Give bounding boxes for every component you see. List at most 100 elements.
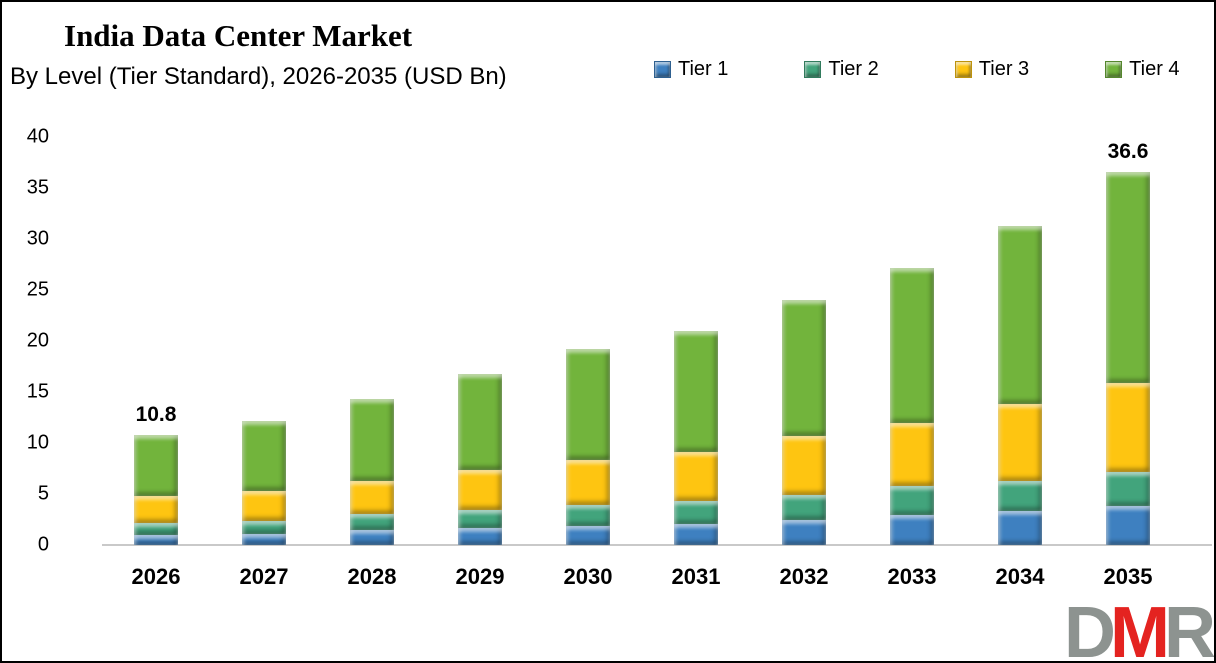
stacked-bar-2033 xyxy=(890,267,934,545)
bar-segment-tier-2 xyxy=(566,505,610,526)
bar-segment-tier-3 xyxy=(890,422,934,486)
bar-total-label-2035: 36.6 xyxy=(1107,139,1149,163)
x-axis-label-2028: 2028 xyxy=(347,564,397,589)
stacked-bar-2030 xyxy=(566,349,610,545)
bar-segment-tier-1 xyxy=(566,525,610,545)
x-axis-label-2035: 2035 xyxy=(1103,564,1153,589)
legend-item-tier-2: Tier 2 xyxy=(804,58,879,81)
y-axis-tick-label: 30 xyxy=(26,227,49,250)
y-axis-tick-label: 5 xyxy=(37,482,49,505)
bar-column-2026: 10.8 xyxy=(102,137,210,545)
bar-column-2030 xyxy=(534,137,642,545)
bar-segment-tier-3 xyxy=(998,404,1042,481)
x-axis-label-2031: 2031 xyxy=(671,564,721,589)
legend-label: Tier 1 xyxy=(678,58,729,80)
y-axis-tick-label: 20 xyxy=(26,329,49,352)
bar-segment-tier-4 xyxy=(350,399,394,481)
bar-segment-tier-3 xyxy=(350,480,394,515)
bar-segment-tier-3 xyxy=(674,452,718,502)
x-axis-label-2027: 2027 xyxy=(239,564,289,589)
bar-segment-tier-1 xyxy=(674,523,718,545)
bar-segment-tier-2 xyxy=(674,501,718,524)
bar-segment-tier-4 xyxy=(782,300,826,436)
bar-segment-tier-1 xyxy=(134,534,178,545)
x-axis-label-2034: 2034 xyxy=(995,564,1045,589)
stacked-bar-2032 xyxy=(782,300,826,545)
bar-segment-tier-3 xyxy=(458,469,502,511)
bar-segment-tier-4 xyxy=(458,373,502,470)
bar-column-2032 xyxy=(750,137,858,545)
bar-segment-tier-2 xyxy=(782,495,826,520)
legend-item-tier-4: Tier 4 xyxy=(1105,58,1180,81)
bar-segment-tier-1 xyxy=(350,529,394,545)
legend-swatch-icon xyxy=(954,61,972,78)
y-axis-tick-label: 10 xyxy=(26,431,49,454)
y-axis-tick-label: 0 xyxy=(37,533,49,556)
bar-segment-tier-4 xyxy=(998,225,1042,405)
bar-segment-tier-2 xyxy=(134,522,178,535)
bar-segment-tier-3 xyxy=(242,490,286,521)
legend-item-tier-1: Tier 1 xyxy=(654,58,728,81)
dmr-logo: DMR xyxy=(1064,597,1214,661)
bar-segment-tier-2 xyxy=(242,520,286,534)
bar-segment-tier-3 xyxy=(134,496,178,523)
x-axis-line xyxy=(102,544,1212,546)
bar-segment-tier-3 xyxy=(566,460,610,506)
bar-segment-tier-1 xyxy=(998,511,1042,545)
stacked-bar-2031 xyxy=(674,330,718,545)
legend-swatch-icon xyxy=(654,61,671,78)
x-axis-label-2029: 2029 xyxy=(455,564,505,589)
bar-segment-tier-4 xyxy=(674,330,718,453)
stacked-bar-2034 xyxy=(998,225,1042,545)
bar-segment-tier-4 xyxy=(890,267,934,423)
page-title: India Data Center Market xyxy=(64,18,413,53)
legend-label: Tier 3 xyxy=(978,58,1030,80)
stacked-bar-2029 xyxy=(458,373,502,545)
bar-segment-tier-1 xyxy=(890,515,934,545)
stacked-bar-2035 xyxy=(1106,171,1150,545)
dmr-logo-letter-d: D xyxy=(1064,593,1116,663)
y-axis-tick-label: 25 xyxy=(26,278,49,301)
bar-total-label-2026: 10.8 xyxy=(135,402,177,426)
bar-segment-tier-3 xyxy=(1106,382,1150,472)
bar-column-2029 xyxy=(426,137,534,545)
bar-segment-tier-4 xyxy=(134,434,178,497)
x-axis-label-2032: 2032 xyxy=(779,564,829,589)
bar-segment-tier-2 xyxy=(890,485,934,516)
legend-swatch-icon xyxy=(804,61,822,78)
bar-segment-tier-1 xyxy=(242,533,286,545)
chart-subtitle: By Level (Tier Standard), 2026-2035 (USD… xyxy=(10,63,507,90)
x-axis-label-2030: 2030 xyxy=(563,564,613,589)
x-axis-label-2026: 2026 xyxy=(131,564,181,589)
bar-segment-tier-1 xyxy=(458,527,502,545)
legend-label: Tier 2 xyxy=(828,58,879,80)
bar-segment-tier-2 xyxy=(350,514,394,530)
dmr-logo-letter-r: R xyxy=(1164,593,1214,663)
bar-segment-tier-1 xyxy=(782,519,826,545)
bar-segment-tier-1 xyxy=(1106,506,1150,545)
bar-segment-tier-2 xyxy=(458,510,502,528)
bar-column-2031 xyxy=(642,137,750,545)
bar-column-2033 xyxy=(858,137,966,545)
bar-column-2034 xyxy=(966,137,1074,545)
bar-segment-tier-2 xyxy=(998,480,1042,512)
stacked-bar-2028 xyxy=(350,399,394,545)
y-axis-tick-label: 35 xyxy=(26,176,49,199)
stacked-bar-2027 xyxy=(242,420,286,545)
bar-segment-tier-4 xyxy=(1106,171,1150,383)
bar-segment-tier-4 xyxy=(242,420,286,491)
bar-column-2035: 36.6 xyxy=(1074,137,1182,545)
bar-segment-tier-4 xyxy=(566,349,610,461)
y-axis-tick-label: 15 xyxy=(26,380,49,403)
x-axis-label-2033: 2033 xyxy=(887,564,937,589)
bar-column-2027 xyxy=(210,137,318,545)
legend-label: Tier 4 xyxy=(1129,58,1180,80)
y-axis-tick-label: 40 xyxy=(26,125,49,148)
bar-segment-tier-2 xyxy=(1106,471,1150,507)
stacked-bar-2026 xyxy=(134,434,178,545)
plot-area: 0 5 10 15 20 25 30 35 40 10.8 36.6 xyxy=(27,126,1212,556)
legend-item-tier-3: Tier 3 xyxy=(954,58,1030,81)
bar-segment-tier-3 xyxy=(782,435,826,496)
dmr-logo-letter-m: M xyxy=(1110,593,1170,663)
